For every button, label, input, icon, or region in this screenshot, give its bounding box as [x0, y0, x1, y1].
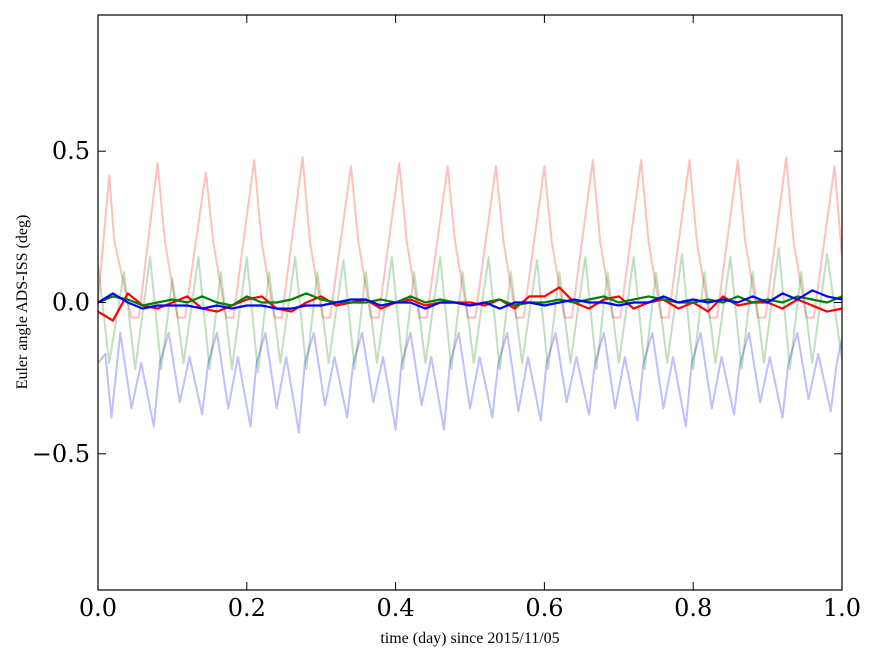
x-tick-label-5: 1.0 [823, 594, 861, 622]
y-axis-title: Euler angle ADS-ISS (deg) [14, 215, 31, 390]
y-tick-label-1: 0.0 [52, 289, 90, 317]
series-line-1 [98, 156, 842, 319]
series-layer [98, 156, 842, 434]
series-line-3 [98, 331, 842, 434]
series-line-6 [98, 289, 842, 310]
y-tick-label-0: 0.5 [52, 137, 90, 165]
y-tick-label-2: −0.5 [32, 440, 90, 468]
series-line-2 [98, 247, 842, 374]
x-tick-label-1: 0.2 [228, 594, 266, 622]
x-tick-label-0: 0.0 [79, 594, 117, 622]
series-line-4 [98, 286, 842, 322]
x-axis-title: time (day) since 2015/11/05 [380, 630, 559, 647]
series-line-5 [98, 292, 842, 307]
x-tick-label-2: 0.4 [377, 594, 415, 622]
x-tick-label-3: 0.6 [525, 594, 563, 622]
ticks-layer: 0.0 0.2 0.4 0.6 0.8 1.0 0.5 0.0 −0.5 [32, 15, 861, 622]
x-tick-label-4: 0.8 [674, 594, 712, 622]
